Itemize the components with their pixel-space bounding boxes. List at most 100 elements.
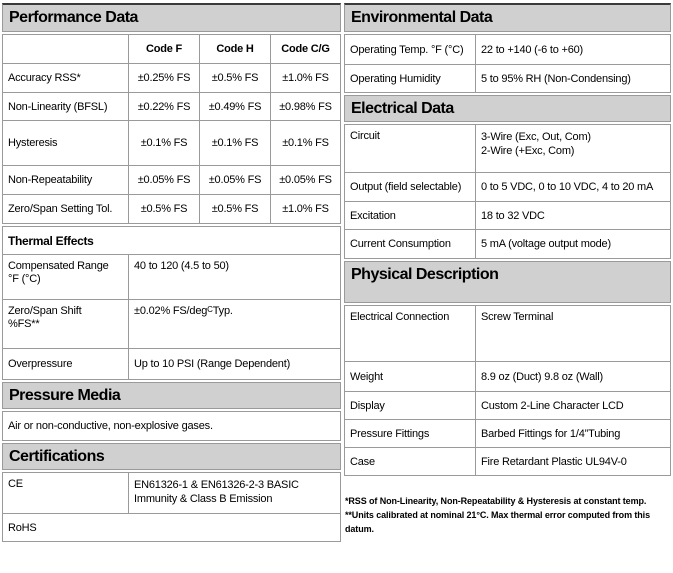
row-value: ±0.5% FS xyxy=(200,64,271,92)
table-row: Compensated Range °F (°C) 40 to 120 (4.5… xyxy=(3,254,340,299)
row-label: Circuit xyxy=(345,125,476,172)
row-label: Electrical Connection xyxy=(345,306,476,361)
row-value: ±0.49% FS xyxy=(200,93,271,120)
row-label: Pressure Fittings xyxy=(345,420,476,447)
row-label: Case xyxy=(345,448,476,475)
row-value: 18 to 32 VDC xyxy=(481,209,545,222)
footnote: *RSS of Non-Linearity, Non-Repeatability… xyxy=(345,496,647,506)
table-row: Overpressure Up to 10 PSI (Range Depende… xyxy=(3,348,340,379)
row-label: Non-Linearity (BFSL) xyxy=(3,93,129,120)
column-header: Code C/G xyxy=(281,43,330,55)
row-value: ±0.25% FS xyxy=(129,64,200,92)
row-label: Excitation xyxy=(345,202,476,229)
row-label: Output (field selectable) xyxy=(345,173,476,201)
row-label: Overpressure xyxy=(3,349,129,379)
section-certifications: Certifications xyxy=(2,443,341,470)
performance-table: Code F Code H Code C/G Accuracy RSS* ±0.… xyxy=(2,34,341,224)
table-row: Air or non-conductive, non-explosive gas… xyxy=(3,412,340,440)
row-value: Barbed Fittings for 1/4”Tubing xyxy=(481,427,621,440)
row-value: ±0.05% FS xyxy=(129,166,200,194)
pressure-media-table: Air or non-conductive, non-explosive gas… xyxy=(2,411,341,441)
row-value: ±0.05% FS xyxy=(279,174,332,186)
section-electrical-data: Electrical Data xyxy=(344,95,671,122)
row-value: 22 to +140 (-6 to +60) xyxy=(481,43,584,56)
environmental-table: Operating Temp. °F (°C) 22 to +140 (-6 t… xyxy=(344,34,671,93)
row-value: ±1.0% FS xyxy=(282,203,329,215)
table-row: Zero/Span Shift %FS** ±0.02% FS/deg C Typ… xyxy=(3,299,340,348)
column-header: Code F xyxy=(129,35,200,63)
subsection-title: Thermal Effects xyxy=(8,233,94,248)
table-row: Output (field selectable) 0 to 5 VDC, 0 … xyxy=(345,172,670,201)
table-row: RoHS xyxy=(3,513,340,541)
table-row: Circuit 3-Wire (Exc, Out, Com) 2-Wire (+… xyxy=(345,125,670,172)
row-value: ±0.05% FS xyxy=(200,166,271,194)
table-row: Non-Linearity (BFSL) ±0.22% FS ±0.49% FS… xyxy=(3,92,340,120)
row-label: Operating Humidity xyxy=(345,65,476,92)
row-value: ±0.02% FS/deg C Typ. xyxy=(134,305,233,317)
corner-cell xyxy=(3,35,129,63)
footnote: **Units calibrated at nominal 21°C. Max … xyxy=(345,510,650,534)
table-row: Non-Repeatability ±0.05% FS ±0.05% FS ±0… xyxy=(3,165,340,194)
row-value: Air or non-conductive, non-explosive gas… xyxy=(8,420,213,432)
table-row: Electrical Connection Screw Terminal xyxy=(345,306,670,361)
row-value: 8.9 oz (Duct) 9.8 oz (Wall) xyxy=(481,370,603,383)
row-value: EN61326-1 & EN61326-2-3 BASIC Immunity &… xyxy=(134,479,299,505)
row-value: 3-Wire (Exc, Out, Com) 2-Wire (+Exc, Com… xyxy=(481,131,591,157)
table-row: Current Consumption 5 mA (voltage output… xyxy=(345,229,670,258)
row-value: 40 to 120 (4.5 to 50) xyxy=(134,260,229,272)
row-label: Weight xyxy=(345,362,476,391)
row-label: Zero/Span Setting Tol. xyxy=(3,195,129,223)
row-value: Up to 10 PSI (Range Dependent) xyxy=(134,358,291,370)
certifications-table: CE EN61326-1 & EN61326-2-3 BASIC Immunit… xyxy=(2,472,341,542)
right-column: Environmental Data Operating Temp. °F (°… xyxy=(344,3,671,536)
electrical-table: Circuit 3-Wire (Exc, Out, Com) 2-Wire (+… xyxy=(344,124,671,259)
section-physical-description: Physical Description xyxy=(344,261,671,303)
thermal-effects-table: Thermal Effects Compensated Range °F (°C… xyxy=(2,226,341,380)
table-row: Accuracy RSS* ±0.25% FS ±0.5% FS ±1.0% F… xyxy=(3,63,340,92)
section-title: Pressure Media xyxy=(9,386,121,404)
subsection-header-row: Thermal Effects xyxy=(3,227,340,254)
row-value: ±0.1% FS xyxy=(282,137,329,149)
table-row: Operating Temp. °F (°C) 22 to +140 (-6 t… xyxy=(345,35,670,64)
row-value: Screw Terminal xyxy=(481,311,554,323)
row-value: Custom 2-Line Character LCD xyxy=(481,399,624,412)
table-row: Operating Humidity 5 to 95% RH (Non-Cond… xyxy=(345,64,670,92)
section-title: Physical Description xyxy=(351,266,499,283)
row-value: Fire Retardant Plastic UL94V-0 xyxy=(481,455,627,468)
row-value: ±0.98% FS xyxy=(279,100,332,113)
row-value: ±0.5% FS xyxy=(200,195,271,223)
row-value: ±0.22% FS xyxy=(129,93,200,120)
row-value: ±0.1% FS xyxy=(129,121,200,165)
column-header: Code H xyxy=(200,35,271,63)
row-label: Display xyxy=(345,392,476,419)
section-performance-data: Performance Data xyxy=(2,3,341,32)
section-title: Environmental Data xyxy=(351,9,493,26)
table-row: Excitation 18 to 32 VDC xyxy=(345,201,670,229)
table-row: Case Fire Retardant Plastic UL94V-0 xyxy=(345,447,670,475)
table-row: Pressure Fittings Barbed Fittings for 1/… xyxy=(345,419,670,447)
row-label: CE xyxy=(3,473,129,513)
section-title: Certifications xyxy=(9,447,105,465)
section-environmental-data: Environmental Data xyxy=(344,3,671,32)
footnotes: *RSS of Non-Linearity, Non-Repeatability… xyxy=(344,494,671,536)
row-label: Operating Temp. °F (°C) xyxy=(345,35,476,64)
row-value: 0 to 5 VDC, 0 to 10 VDC, 4 to 20 mA xyxy=(481,181,654,193)
row-label: Zero/Span Shift %FS** xyxy=(3,300,129,348)
table-row: CE EN61326-1 & EN61326-2-3 BASIC Immunit… xyxy=(3,473,340,513)
left-column: Performance Data Code F Code H Code C/G … xyxy=(2,3,341,544)
table-row: Hysteresis ±0.1% FS ±0.1% FS ±0.1% FS xyxy=(3,120,340,165)
row-label: Compensated Range °F (°C) xyxy=(3,255,129,299)
row-value: ±0.5% FS xyxy=(129,195,200,223)
row-value: ±0.1% FS xyxy=(200,121,271,165)
row-value: ±1.0% FS xyxy=(282,72,329,84)
section-title: Electrical Data xyxy=(351,99,454,117)
table-header-row: Code F Code H Code C/G xyxy=(3,35,340,63)
table-row: Weight 8.9 oz (Duct) 9.8 oz (Wall) xyxy=(345,361,670,391)
section-title: Performance Data xyxy=(9,9,138,26)
table-row: Zero/Span Setting Tol. ±0.5% FS ±0.5% FS… xyxy=(3,194,340,223)
row-value: 5 to 95% RH (Non-Condensing) xyxy=(481,72,631,85)
row-label: Hysteresis xyxy=(3,121,129,165)
row-label: Non-Repeatability xyxy=(3,166,129,194)
row-label: RoHS xyxy=(8,521,37,534)
